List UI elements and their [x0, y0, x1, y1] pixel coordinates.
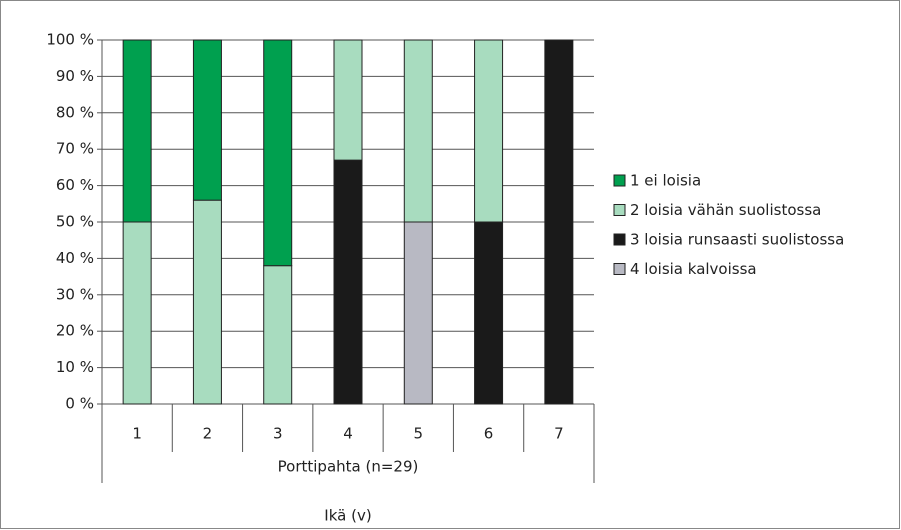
y-tick-label: 50 % — [56, 213, 94, 231]
y-tick-label: 40 % — [56, 249, 94, 267]
legend-label: 1 ei loisia — [630, 172, 701, 190]
group-label: Porttipahta (n=29) — [278, 458, 419, 476]
x-tick-label: 7 — [554, 425, 564, 443]
bar-segment — [122, 221, 152, 405]
y-tick-label: 20 % — [56, 322, 94, 340]
y-tick-label: 100 % — [46, 31, 94, 49]
bar-segment — [474, 39, 504, 223]
bar-segment — [192, 39, 222, 201]
legend-swatch — [613, 174, 626, 187]
y-tick-label: 30 % — [56, 285, 94, 303]
x-tick-label: 1 — [132, 425, 142, 443]
x-tick-label: 3 — [273, 425, 283, 443]
legend-label: 2 loisia vähän suolistossa — [630, 201, 821, 219]
bar-segment — [403, 221, 433, 405]
legend-label: 4 loisia kalvoissa — [630, 260, 757, 278]
legend-label: 3 loisia runsaasti suolistossa — [630, 231, 844, 249]
bar-segment — [333, 39, 363, 161]
x-axis-title: Ikä (v) — [324, 507, 371, 525]
bar-segment — [263, 265, 293, 405]
bar-segment — [474, 221, 504, 405]
y-tick-label: 0 % — [65, 395, 94, 413]
x-tick-label: 5 — [414, 425, 424, 443]
legend-swatch — [613, 204, 626, 216]
bar-segment — [263, 39, 293, 267]
x-tick-label: 2 — [203, 425, 213, 443]
y-tick-label: 10 % — [56, 358, 94, 376]
y-tick-label: 60 % — [56, 176, 94, 194]
bar-segment — [192, 199, 222, 405]
x-tick-label: 4 — [343, 425, 353, 443]
y-tick-label: 70 % — [56, 140, 94, 158]
y-tick-label: 80 % — [56, 103, 94, 121]
x-tick-label: 6 — [484, 425, 494, 443]
legend-swatch — [613, 263, 626, 275]
y-tick-label: 90 % — [56, 67, 94, 85]
bar-segment — [403, 39, 433, 223]
bar-segment — [544, 39, 574, 405]
legend-swatch — [613, 233, 626, 246]
bar-segment — [333, 159, 363, 405]
bar-segment — [122, 39, 152, 223]
